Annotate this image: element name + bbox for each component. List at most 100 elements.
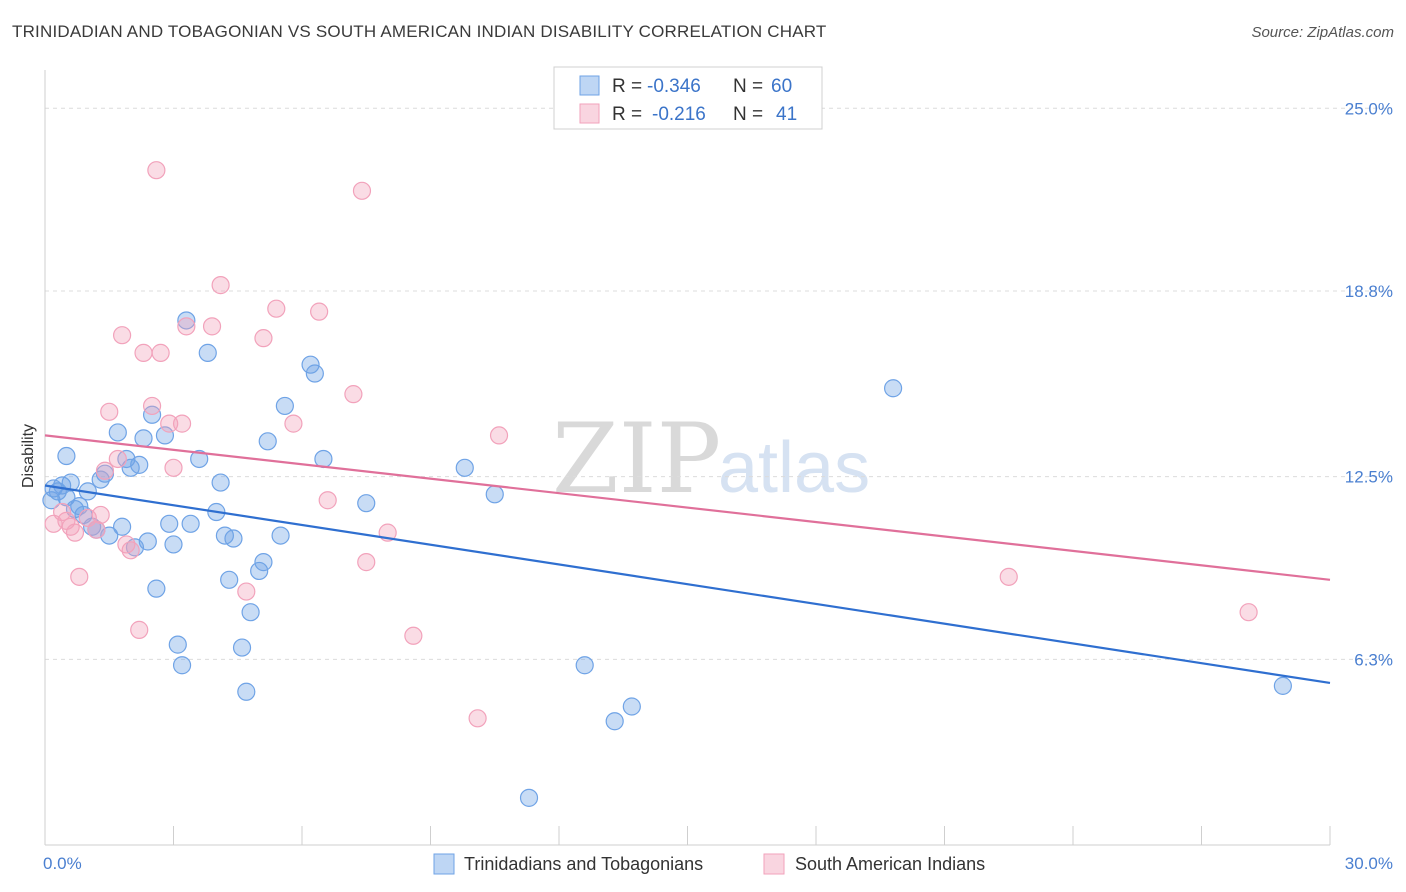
legend-n-label-blue: N = <box>733 76 763 97</box>
point-blue-34 <box>220 570 239 589</box>
y-tick-label-0: 6.3% <box>1354 650 1393 669</box>
point-blue-36 <box>232 638 252 657</box>
point-pink-30 <box>318 491 337 510</box>
point-blue-49 <box>485 485 504 504</box>
point-pink-8 <box>95 461 115 480</box>
point-blue-37 <box>237 682 256 701</box>
point-pink-14 <box>130 620 149 639</box>
point-pink-16 <box>142 396 162 416</box>
point-pink-36 <box>468 709 487 728</box>
data-points <box>42 161 1292 807</box>
point-blue-18 <box>134 429 153 448</box>
point-blue-57 <box>61 473 80 492</box>
correlation-legend: R = -0.346 N = 60 R = -0.216 N = 41 <box>553 66 823 130</box>
point-blue-41 <box>258 432 277 451</box>
point-pink-35 <box>404 626 423 645</box>
point-pink-39 <box>1239 603 1258 622</box>
point-pink-18 <box>151 343 170 362</box>
point-blue-42 <box>271 526 290 545</box>
x-tick-label-1: 30.0% <box>1345 854 1393 873</box>
gridlines <box>45 107 1392 660</box>
x-tick-label-0: 0.0% <box>43 854 82 873</box>
chart-title: TRINIDADIAN AND TOBAGONIAN VS SOUTH AMER… <box>12 22 827 41</box>
point-pink-31 <box>344 385 363 404</box>
point-blue-13 <box>108 423 127 442</box>
point-pink-13 <box>121 541 140 560</box>
point-pink-37 <box>489 426 509 445</box>
series-label-pink: South American Indians <box>795 854 985 874</box>
axes <box>44 70 1331 846</box>
point-blue-47 <box>357 494 376 513</box>
watermark-zip: ZIP <box>552 403 721 515</box>
point-blue-53 <box>622 697 641 716</box>
point-pink-38 <box>999 567 1018 586</box>
point-pink-27 <box>267 299 286 318</box>
y-tick-label-3: 25.0% <box>1345 99 1393 118</box>
point-blue-54 <box>883 379 903 398</box>
point-pink-40 <box>57 511 76 530</box>
point-pink-20 <box>164 458 183 477</box>
point-blue-32 <box>211 473 230 492</box>
point-blue-56 <box>42 491 61 510</box>
point-pink-32 <box>352 181 372 200</box>
point-blue-27 <box>177 311 196 330</box>
point-pink-23 <box>202 317 222 336</box>
point-blue-26 <box>172 656 192 675</box>
legend-r-value-blue: -0.346 <box>647 76 701 97</box>
point-blue-43 <box>275 396 294 416</box>
x-tick-labels: 0.0% 30.0% <box>43 854 1393 873</box>
trend-lines <box>44 434 1331 685</box>
point-blue-51 <box>575 656 594 675</box>
point-blue-24 <box>164 535 183 554</box>
point-pink-21 <box>172 414 192 433</box>
trend-line-blue <box>44 484 1331 685</box>
legend-n-value-pink: 41 <box>776 104 797 125</box>
point-blue-50 <box>519 788 539 807</box>
point-blue-38 <box>241 603 260 622</box>
series-legend: Trinidadians and Tobagonians South Ameri… <box>433 853 985 875</box>
point-pink-1 <box>53 502 72 522</box>
legend-n-value-blue: 60 <box>771 76 792 97</box>
point-pink-33 <box>357 553 376 572</box>
point-pink-4 <box>70 567 89 586</box>
legend-n-label-pink: N = <box>733 104 763 125</box>
point-pink-9 <box>100 402 119 421</box>
point-blue-52 <box>605 712 624 731</box>
point-blue-48 <box>455 458 474 477</box>
legend-r-value-pink: -0.216 <box>652 104 706 125</box>
y-tick-label-2: 18.8% <box>1345 282 1393 301</box>
point-blue-45 <box>305 364 324 383</box>
point-blue-35 <box>224 529 243 548</box>
point-pink-7 <box>91 505 110 525</box>
point-blue-21 <box>147 579 166 598</box>
legend-r-label-pink: R = <box>612 104 642 125</box>
point-pink-28 <box>284 414 303 433</box>
series-label-blue: Trinidadians and Tobagonians <box>464 854 703 874</box>
point-blue-30 <box>198 343 217 362</box>
point-pink-29 <box>310 302 329 321</box>
point-blue-22 <box>155 426 175 445</box>
point-pink-11 <box>112 326 132 345</box>
point-blue-23 <box>160 514 179 533</box>
point-pink-15 <box>134 343 153 362</box>
point-blue-14 <box>112 517 132 536</box>
series-swatch-pink <box>763 853 785 875</box>
point-blue-19 <box>138 532 157 551</box>
point-blue-25 <box>168 635 187 654</box>
series-swatch-blue <box>433 853 455 875</box>
trend-line-pink <box>44 434 1331 581</box>
point-blue-29 <box>190 449 209 469</box>
point-blue-44 <box>301 355 320 374</box>
source-label: Source: ZipAtlas.com <box>1251 24 1394 41</box>
point-pink-26 <box>254 329 273 348</box>
watermark-atlas: atlas <box>718 428 870 508</box>
legend-swatch-pink <box>579 103 600 124</box>
point-blue-39 <box>250 561 269 581</box>
point-blue-55 <box>1273 676 1292 695</box>
y-tick-labels: 6.3% 12.5% 18.8% 25.0% <box>1345 99 1393 669</box>
legend-r-label-blue: R = <box>612 76 642 97</box>
point-pink-17 <box>147 161 166 180</box>
point-pink-6 <box>87 520 106 539</box>
point-blue-3 <box>57 446 76 466</box>
point-pink-25 <box>237 582 256 601</box>
